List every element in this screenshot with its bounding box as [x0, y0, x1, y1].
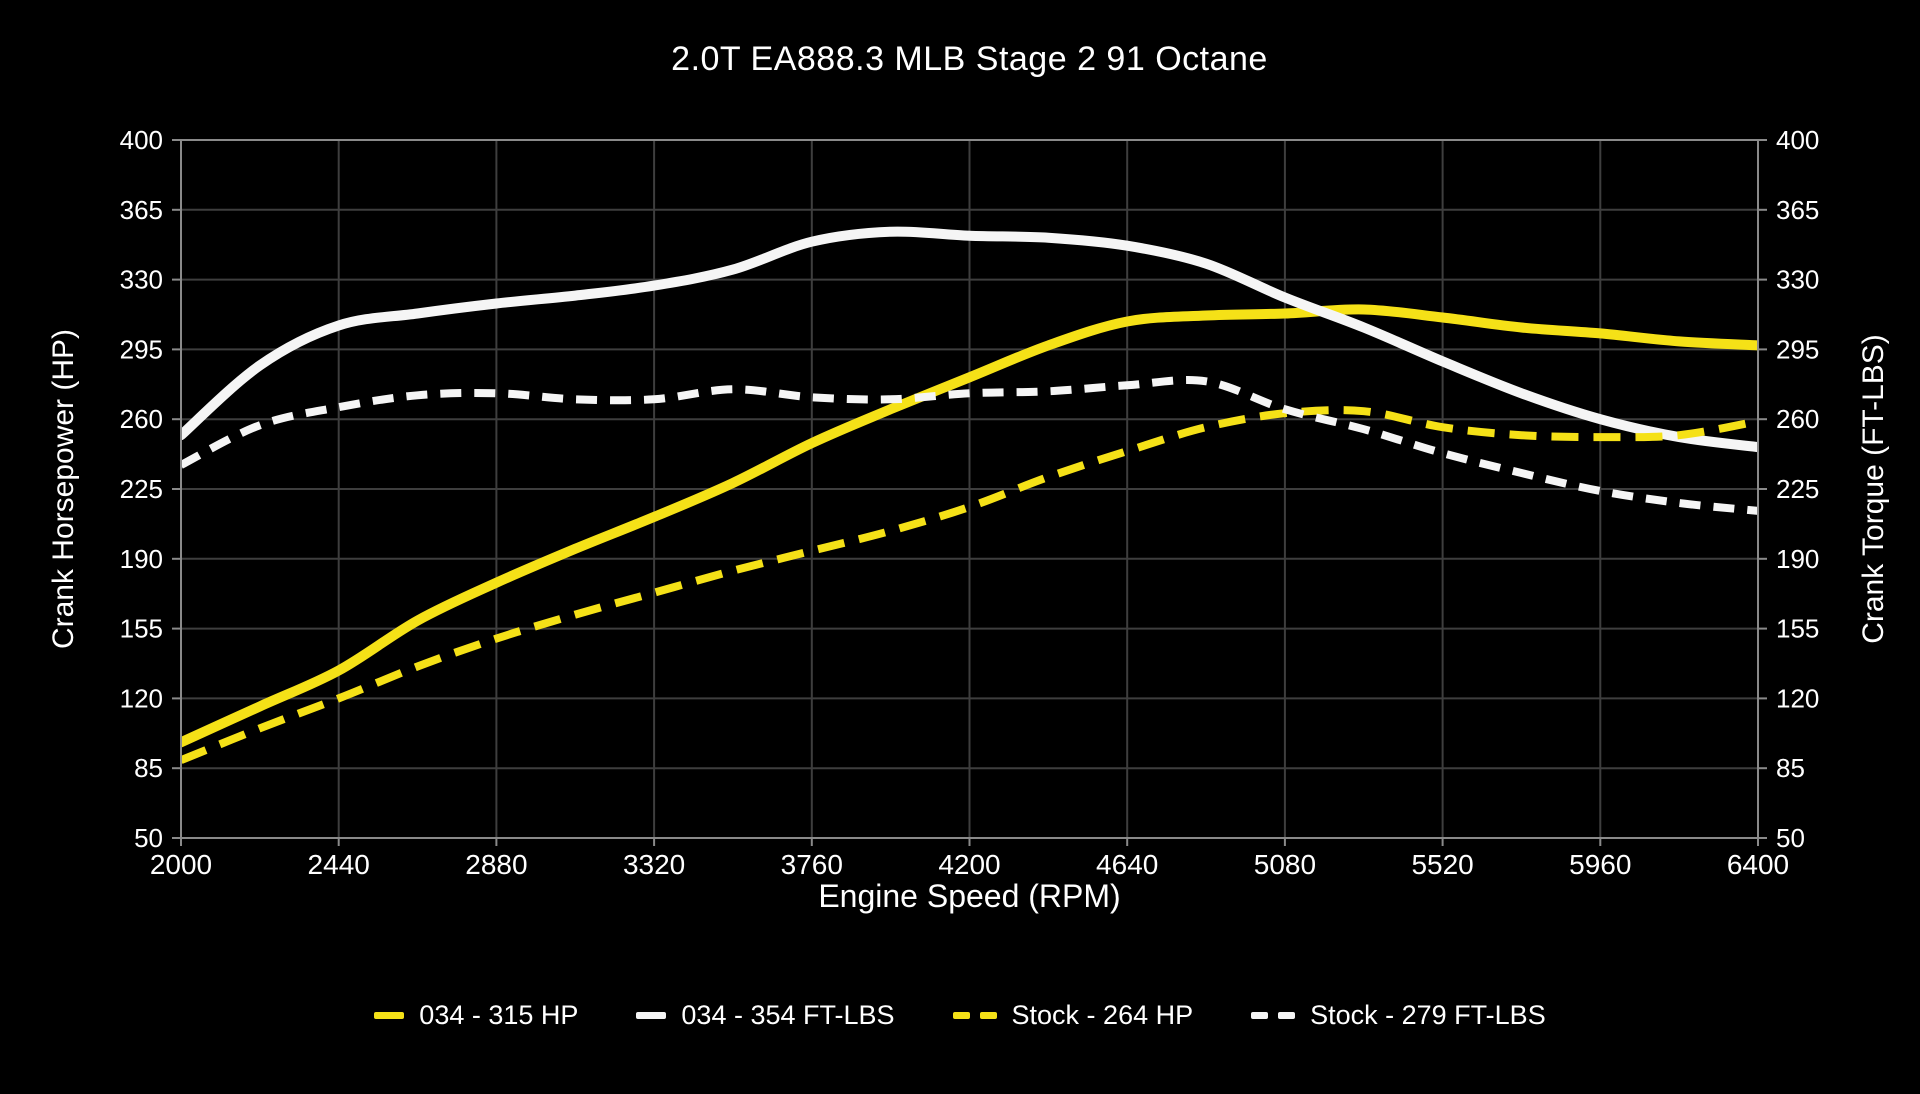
- chart-title: 2.0T EA888.3 MLB Stage 2 91 Octane: [671, 40, 1268, 78]
- y-tick-label-right: 85: [1776, 753, 1805, 783]
- y-tick-label-right: 50: [1776, 823, 1805, 853]
- legend-dash: [1278, 1012, 1296, 1019]
- y-tick-label-right: 330: [1776, 265, 1819, 295]
- x-tick-label: 2000: [150, 849, 212, 880]
- y-tick-label-left: 330: [120, 265, 163, 295]
- x-tick-label: 5080: [1254, 849, 1316, 880]
- legend-dash: [636, 1012, 667, 1019]
- y-tick-label-right: 365: [1776, 195, 1819, 225]
- legend-label-stock-tq: Stock - 279 FT-LBS: [1310, 1000, 1546, 1030]
- legend-dash: [952, 1012, 970, 1019]
- legend-marker-034-tq: [636, 1012, 667, 1019]
- x-tick-label: 3760: [781, 849, 843, 880]
- legend-dash: [979, 1012, 997, 1019]
- series-curve-034-315-hp: [180, 304, 1759, 748]
- legend-marker-034-hp: [374, 1012, 405, 1019]
- y-tick-label-left: 225: [120, 474, 163, 504]
- x-tick-label: 4200: [938, 849, 1000, 880]
- legend-marker-stock-hp: [952, 1012, 997, 1019]
- y-tick-label-left: 365: [120, 195, 163, 225]
- legend-marker-stock-tq: [1251, 1012, 1296, 1019]
- legend-item-stock-tq: Stock - 279 FT-LBS: [1251, 1000, 1546, 1031]
- y-tick-label-left: 85: [134, 753, 163, 783]
- y-tick-label-left: 50: [134, 823, 163, 853]
- x-tick-label: 3320: [623, 849, 685, 880]
- y-tick-label-right: 260: [1776, 404, 1819, 434]
- x-axis-label: Engine Speed (RPM): [818, 878, 1121, 914]
- legend-label-034-hp: 034 - 315 HP: [419, 1000, 579, 1030]
- legend-label-034-tq: 034 - 354 FT-LBS: [681, 1000, 895, 1030]
- y-tick-label-right: 295: [1776, 334, 1819, 364]
- legend-dash: [1251, 1012, 1269, 1019]
- series-curve-stock-279-ft-lbs: [180, 375, 1759, 515]
- y-tick-label-right: 155: [1776, 614, 1819, 644]
- x-tick-label: 5960: [1569, 849, 1631, 880]
- y-tick-label-right: 120: [1776, 683, 1819, 713]
- legend-item-034-tq: 034 - 354 FT-LBS: [636, 1000, 895, 1031]
- x-tick-label: 2440: [308, 849, 370, 880]
- y-tick-label-right: 400: [1776, 125, 1819, 155]
- y-tick-label-left: 120: [120, 683, 163, 713]
- legend-label-stock-hp: Stock - 264 HP: [1011, 1000, 1194, 1030]
- x-tick-label: 6400: [1727, 849, 1789, 880]
- legend-item-stock-hp: Stock - 264 HP: [952, 1000, 1194, 1031]
- legend-dash: [374, 1012, 405, 1019]
- series-curve-034-354-ft-lbs: [180, 226, 1759, 453]
- x-tick-label: 5520: [1411, 849, 1473, 880]
- x-tick-label: 2880: [465, 849, 527, 880]
- y-tick-label-left: 295: [120, 334, 163, 364]
- series-curve-stock-264-hp: [180, 406, 1759, 764]
- y-tick-label-left: 260: [120, 404, 163, 434]
- legend-item-034-hp: 034 - 315 HP: [374, 1000, 578, 1031]
- x-tick-label: 4640: [1096, 849, 1158, 880]
- y-tick-label-left: 155: [120, 614, 163, 644]
- y-tick-label-right: 225: [1776, 474, 1819, 504]
- y-tick-label-right: 190: [1776, 544, 1819, 574]
- y-tick-label-left: 400: [120, 125, 163, 155]
- legend: 034 - 315 HP 034 - 354 FT-LBS Stock - 26…: [0, 1000, 1920, 1031]
- y-tick-label-left: 190: [120, 544, 163, 574]
